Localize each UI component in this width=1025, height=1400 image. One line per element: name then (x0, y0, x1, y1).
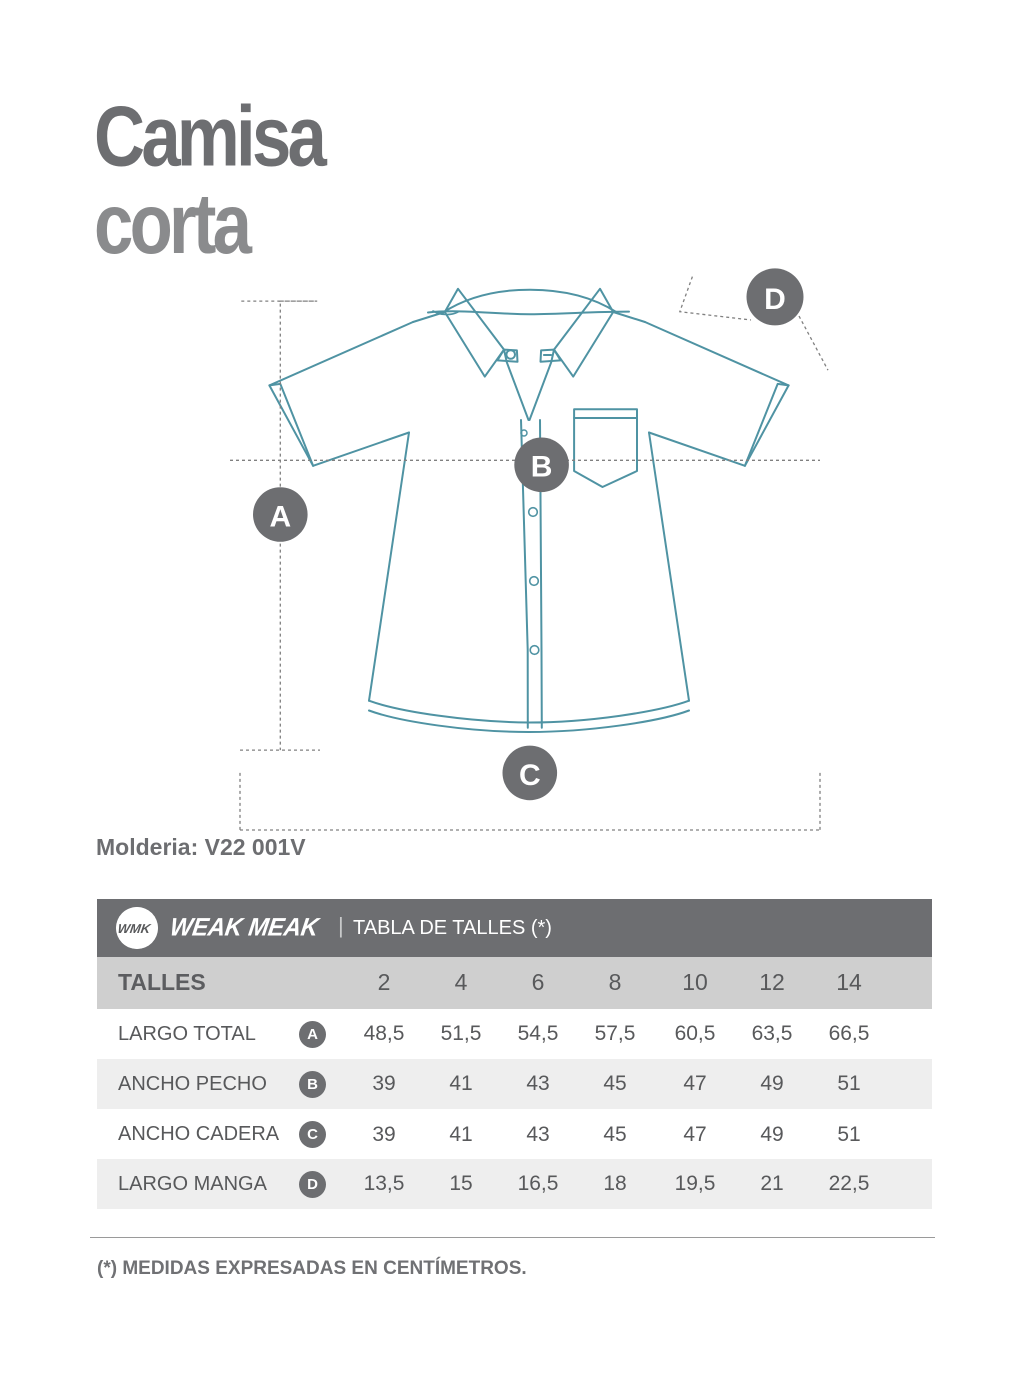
svg-text:C: C (519, 759, 541, 792)
svg-text:D: D (764, 283, 786, 316)
svg-text:A: A (269, 501, 291, 534)
svg-text:B: B (531, 451, 553, 484)
svg-text:WMK: WMK (117, 921, 153, 936)
